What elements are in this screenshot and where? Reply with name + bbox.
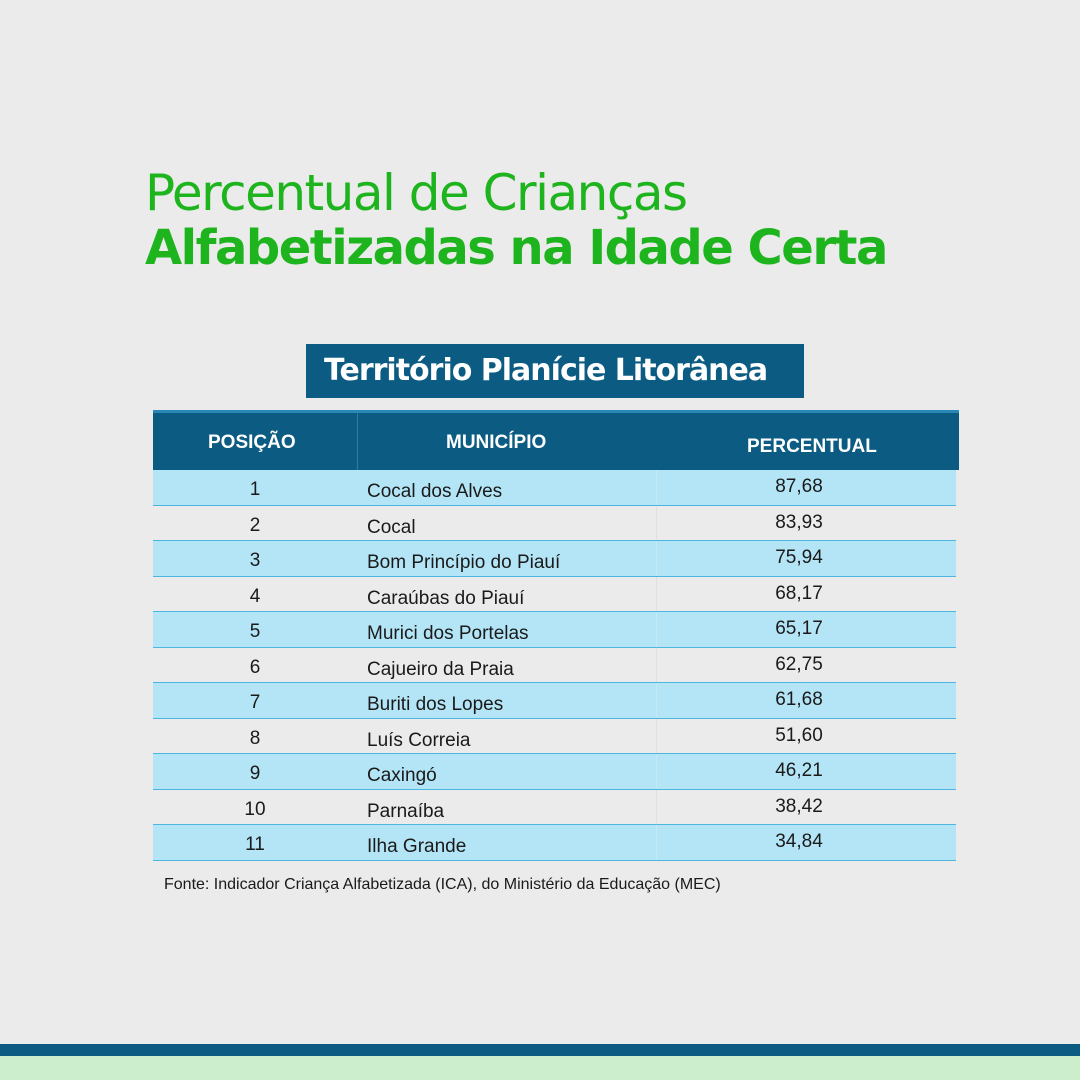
column-divider — [656, 825, 657, 860]
percentage-cell: 68,17 — [775, 582, 823, 604]
table-row: 8 Luís Correia 51,60 — [153, 718, 956, 754]
municipality-cell: Cocal — [367, 516, 416, 538]
column-divider — [656, 647, 657, 682]
percentage-cell: 65,17 — [775, 618, 823, 639]
footer-blue-stripe — [0, 1044, 1080, 1056]
table-header: POSIÇÃO MUNICÍPIO PERCENTUAL — [153, 410, 959, 470]
percentage-cell: 83,93 — [775, 511, 823, 533]
percentage-cell: 61,68 — [775, 689, 823, 710]
table-row: 11 Ilha Grande 34,84 — [153, 825, 956, 861]
percentage-cell: 38,42 — [775, 795, 823, 817]
municipality-cell: Caraúbas do Piauí — [367, 587, 525, 609]
column-divider — [656, 683, 657, 718]
source-note: Fonte: Indicador Criança Alfabetizada (I… — [164, 876, 721, 893]
municipality-cell: Bom Princípio do Piauí — [367, 552, 561, 573]
table-row: 1 Cocal dos Alves 87,68 — [153, 470, 956, 506]
header-municipality: MUNICÍPIO — [446, 432, 547, 453]
column-divider — [656, 576, 657, 611]
percentage-cell: 46,21 — [775, 760, 823, 781]
position-cell: 10 — [244, 798, 266, 820]
position-cell: 2 — [249, 514, 261, 536]
column-divider — [656, 718, 657, 753]
table-row: 9 Caxingó 46,21 — [153, 754, 956, 790]
municipality-cell: Ilha Grande — [367, 836, 467, 857]
table-row: 2 Cocal 83,93 — [153, 505, 956, 541]
table-row: 6 Cajueiro da Praia 62,75 — [153, 647, 956, 683]
municipality-cell: Buriti dos Lopes — [367, 694, 504, 715]
column-divider — [656, 754, 657, 789]
table-row: 10 Parnaíba 38,42 — [153, 789, 956, 825]
municipality-cell: Murici dos Portelas — [367, 623, 529, 644]
table-row: 4 Caraúbas do Piauí 68,17 — [153, 576, 956, 612]
percentage-cell: 51,60 — [775, 724, 823, 746]
municipality-cell: Luís Correia — [367, 729, 471, 751]
position-cell: 3 — [249, 550, 261, 571]
table-row: 7 Buriti dos Lopes 61,68 — [153, 683, 956, 719]
position-cell: 4 — [249, 585, 261, 607]
header-divider — [357, 413, 358, 470]
column-divider — [656, 541, 657, 576]
page-title: Percentual de Crianças Alfabetizadas na … — [145, 164, 888, 276]
percentage-cell: 34,84 — [775, 831, 823, 852]
position-cell: 6 — [249, 656, 261, 678]
municipality-cell: Parnaíba — [367, 800, 445, 822]
position-cell: 11 — [245, 834, 265, 855]
table-body: 1 Cocal dos Alves 87,68 2 Cocal 83,93 3 Bom Pri… — [153, 470, 956, 861]
position-cell: 1 — [249, 479, 261, 500]
municipality-cell: Caxingó — [367, 765, 437, 786]
column-divider — [656, 612, 657, 647]
ranking-table: POSIÇÃO MUNICÍPIO PERCENTUAL 1 Cocal dos … — [153, 410, 959, 861]
column-divider — [656, 789, 657, 824]
title-line-2: Alfabetizadas na Idade Certa — [145, 220, 888, 276]
column-divider — [656, 470, 657, 505]
percentage-cell: 87,68 — [775, 476, 823, 497]
title-line-1: Percentual de Crianças — [145, 164, 688, 222]
position-cell: 7 — [249, 692, 261, 713]
territory-banner: Território Planície Litorânea — [306, 344, 804, 398]
percentage-cell: 62,75 — [775, 653, 823, 675]
column-divider — [656, 505, 657, 540]
table-row: 3 Bom Princípio do Piauí 75,94 — [153, 541, 956, 577]
footer-green-stripe — [0, 1056, 1080, 1080]
percentage-cell: 75,94 — [775, 547, 823, 568]
header-percentage: PERCENTUAL — [747, 436, 877, 457]
position-cell: 9 — [249, 763, 261, 784]
table-row: 5 Murici dos Portelas 65,17 — [153, 612, 956, 648]
municipality-cell: Cocal dos Alves — [367, 481, 503, 502]
position-cell: 8 — [249, 727, 261, 749]
position-cell: 5 — [249, 621, 261, 642]
header-position: POSIÇÃO — [208, 432, 296, 453]
municipality-cell: Cajueiro da Praia — [367, 658, 514, 680]
